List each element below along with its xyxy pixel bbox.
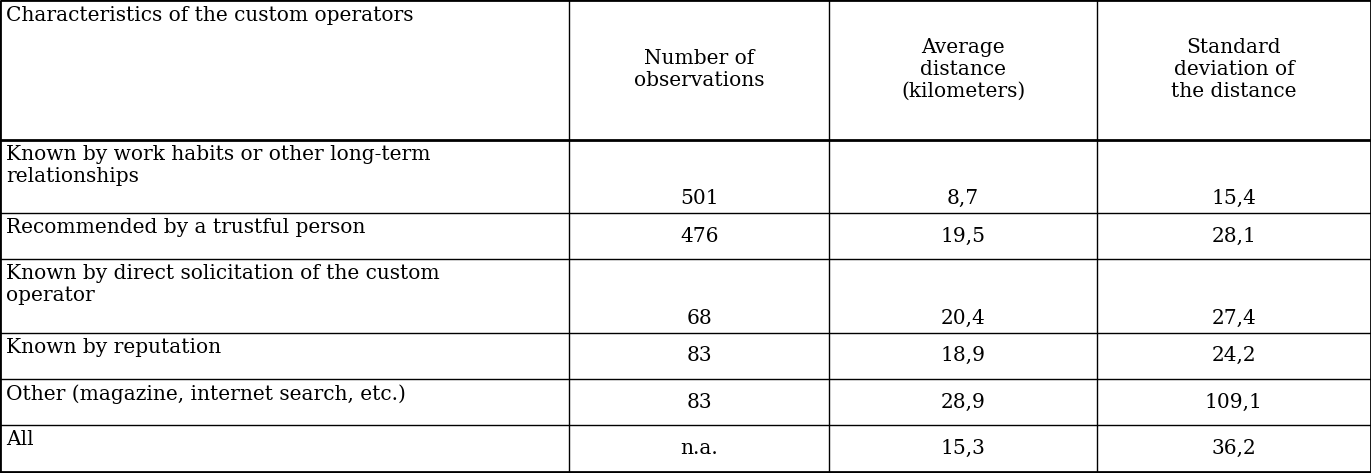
Text: 8,7: 8,7 [947, 189, 979, 208]
Text: n.a.: n.a. [680, 439, 718, 458]
Text: 83: 83 [687, 346, 712, 365]
Text: Other (magazine, internet search, etc.): Other (magazine, internet search, etc.) [5, 384, 406, 403]
Text: Standard
deviation of
the distance: Standard deviation of the distance [1171, 38, 1297, 101]
Text: 83: 83 [687, 393, 712, 412]
Text: 36,2: 36,2 [1212, 439, 1256, 458]
Text: Known by direct solicitation of the custom
operator: Known by direct solicitation of the cust… [5, 264, 440, 305]
Text: 109,1: 109,1 [1205, 393, 1263, 412]
Text: Recommended by a trustful person: Recommended by a trustful person [5, 218, 366, 237]
Text: 20,4: 20,4 [941, 308, 986, 327]
Text: 68: 68 [687, 308, 712, 327]
Text: Characteristics of the custom operators: Characteristics of the custom operators [5, 6, 414, 25]
Text: 15,3: 15,3 [941, 439, 986, 458]
Text: 501: 501 [680, 189, 718, 208]
Text: Known by reputation: Known by reputation [5, 338, 221, 357]
Text: All: All [5, 430, 34, 449]
Text: 476: 476 [680, 227, 718, 245]
Text: Average
distance
(kilometers): Average distance (kilometers) [901, 38, 1026, 101]
Text: 19,5: 19,5 [941, 227, 986, 245]
Text: 27,4: 27,4 [1212, 308, 1256, 327]
Text: Number of
observations: Number of observations [633, 49, 765, 90]
Text: 18,9: 18,9 [941, 346, 986, 365]
Text: Known by work habits or other long-term
relationships: Known by work habits or other long-term … [5, 145, 430, 185]
Text: 28,9: 28,9 [941, 393, 986, 412]
Text: 24,2: 24,2 [1212, 346, 1256, 365]
Text: 28,1: 28,1 [1212, 227, 1256, 245]
Text: 15,4: 15,4 [1212, 189, 1256, 208]
